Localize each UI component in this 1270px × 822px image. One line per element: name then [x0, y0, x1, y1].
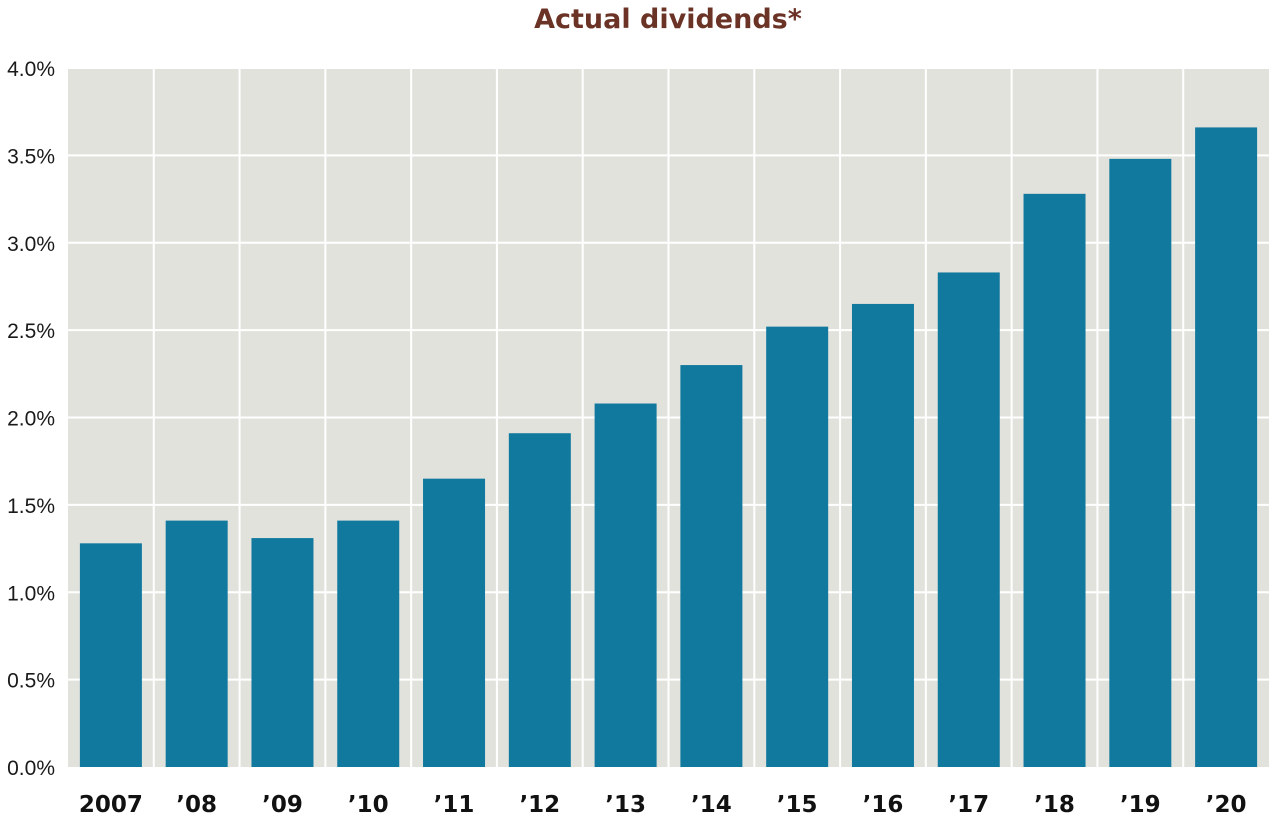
y-tick-label: 2.5% [7, 320, 55, 343]
x-tick-label: ’17 [948, 792, 989, 818]
x-tick-label: ’13 [605, 792, 646, 818]
x-tick-label: ’16 [863, 792, 904, 818]
x-axis-ticks: 2007 ’08 ’09 ’10 ’11 ’12 ’13 ’14 ’15 ’16 ’17 ’18 ’19… [79, 792, 1247, 818]
x-tick-label: ’19 [1120, 792, 1161, 818]
bar [251, 538, 314, 767]
x-tick-label: ’15 [777, 792, 818, 818]
x-tick-label: ’08 [176, 792, 217, 818]
x-tick-label: ’09 [262, 792, 303, 818]
x-tick-label: ’18 [1034, 792, 1075, 818]
y-tick-label: 3.5% [7, 145, 55, 168]
y-tick-label: 1.5% [7, 495, 55, 518]
bar [1195, 127, 1258, 768]
gridlines [68, 67, 1269, 767]
bar [1109, 158, 1172, 767]
y-tick-label: 4.0% [7, 58, 55, 81]
bars [79, 127, 1258, 768]
y-tick-label: 0.5% [7, 670, 55, 693]
bar [165, 520, 228, 767]
bar [680, 365, 743, 767]
y-axis-ticks: 0.0% 0.5% 1.0% 1.5% 2.0% 2.5% 3.0% 3.5% 4.0% [7, 58, 55, 780]
bar [337, 520, 400, 767]
bar [594, 403, 657, 767]
x-tick-label: 2007 [79, 792, 143, 818]
x-tick-label: ’11 [434, 792, 475, 818]
x-tick-label: ’12 [519, 792, 560, 818]
bar [1023, 193, 1086, 767]
bar [766, 326, 829, 767]
x-tick-label: ’14 [691, 792, 732, 818]
chart-title: Actual dividends* [534, 4, 802, 35]
bar [508, 433, 571, 767]
y-tick-label: 1.0% [7, 582, 55, 605]
y-tick-label: 3.0% [7, 233, 55, 256]
bar [937, 272, 1000, 767]
y-tick-label: 0.0% [7, 757, 55, 780]
x-tick-label: ’20 [1206, 792, 1247, 818]
bar [423, 478, 486, 767]
bar [79, 543, 142, 767]
y-tick-label: 2.0% [7, 408, 55, 431]
bar [851, 303, 914, 767]
x-tick-label: ’10 [348, 792, 389, 818]
